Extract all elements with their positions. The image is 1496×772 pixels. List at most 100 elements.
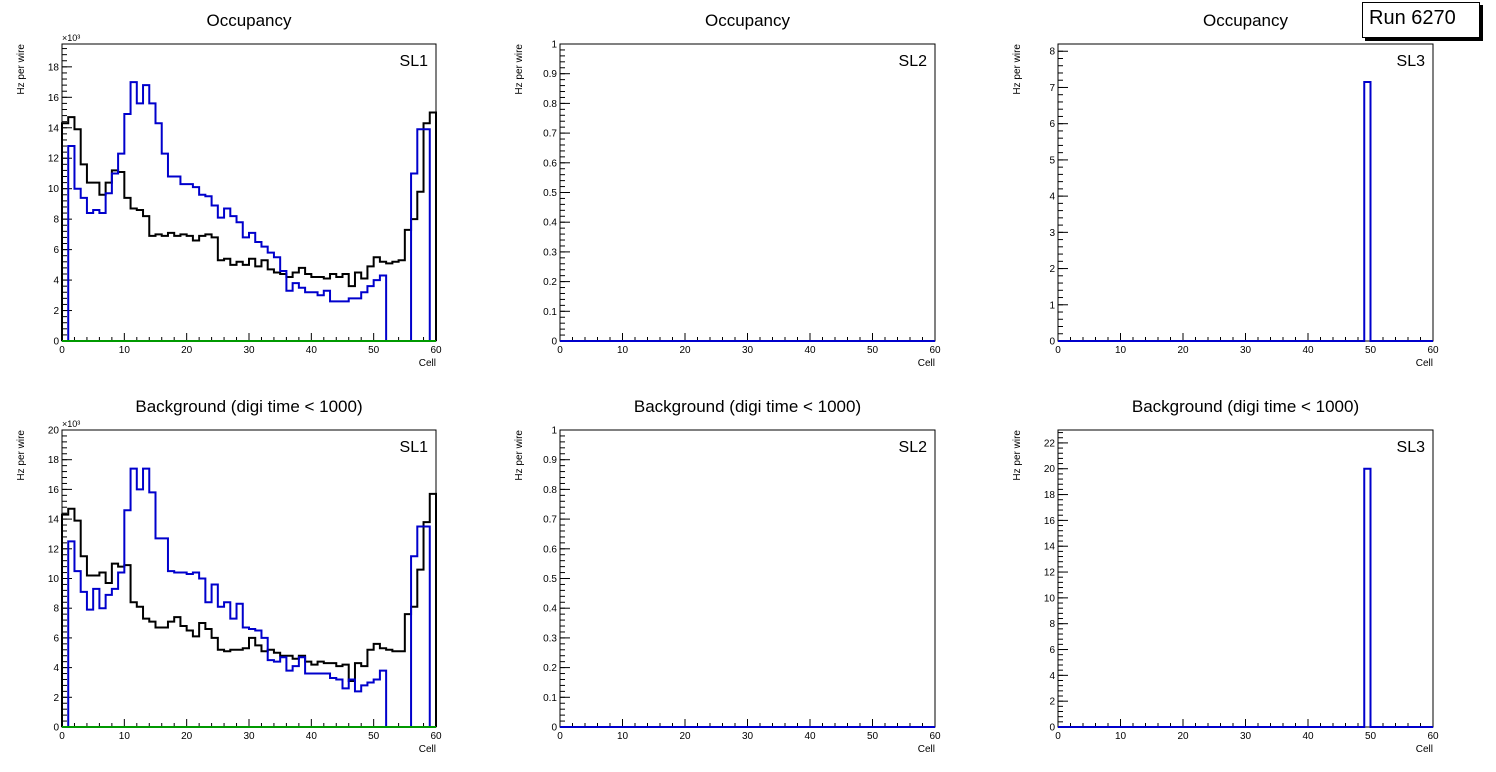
- plot-panel-6: Background (digi time < 1000) SL3 Hz per w…: [1012, 397, 1439, 755]
- y-tick-label: 6: [53, 245, 59, 256]
- y-axis-label: Hz per wire: [1012, 430, 1023, 481]
- y-tick-label: 0.8: [543, 485, 557, 496]
- x-tick-label: 60: [430, 345, 442, 356]
- y-tick-label: 0.1: [543, 693, 557, 704]
- y-tick-label: 0.9: [543, 455, 557, 466]
- x-tick-label: 40: [804, 731, 816, 742]
- y-tick-label: 0: [551, 723, 557, 734]
- x-tick-label: 50: [1365, 345, 1377, 356]
- y-tick-label: 0: [1049, 723, 1055, 734]
- plot-title: Background (digi time < 1000): [135, 397, 362, 416]
- x-tick-label: 10: [119, 731, 131, 742]
- x-tick-label: 50: [867, 731, 879, 742]
- y-axis-exponent: ×10³: [62, 419, 80, 429]
- y-tick-label: 8: [1049, 619, 1055, 630]
- y-tick-label: 14: [1044, 542, 1056, 553]
- x-tick-label: 40: [804, 345, 816, 356]
- y-tick-label: 5: [1049, 155, 1055, 166]
- histogram-series-blue: [1058, 467, 1433, 728]
- x-tick-label: 50: [867, 345, 879, 356]
- x-tick-label: 20: [181, 345, 193, 356]
- y-axis-exponent: ×10³: [62, 33, 80, 43]
- y-tick-label: 6: [53, 633, 59, 644]
- x-tick-label: 50: [368, 345, 380, 356]
- y-tick-label: 18: [48, 62, 60, 73]
- histogram-series-black: [61, 111, 437, 341]
- superlayer-label: SL1: [400, 53, 429, 70]
- y-tick-label: 0.1: [543, 307, 557, 318]
- x-tick-label: 20: [181, 731, 193, 742]
- x-tick-label: 60: [1427, 731, 1439, 742]
- y-tick-label: 10: [48, 184, 60, 195]
- x-tick-label: 10: [617, 345, 629, 356]
- y-tick-label: 0.2: [543, 663, 557, 674]
- y-tick-label: 0.3: [543, 633, 557, 644]
- run-label-box: Run 6270: [1362, 2, 1480, 38]
- histogram-series-blue: [62, 81, 436, 342]
- superlayer-label: SL1: [400, 439, 429, 456]
- y-axis-label: Hz per wire: [1012, 44, 1023, 95]
- superlayer-label: SL2: [899, 439, 928, 456]
- y-tick-label: 12: [48, 154, 60, 165]
- y-tick-label: 18: [1044, 490, 1056, 501]
- x-tick-label: 0: [1055, 731, 1061, 742]
- plot-frame: [1057, 43, 1434, 342]
- x-tick-label: 20: [679, 345, 691, 356]
- y-tick-label: 4: [1049, 671, 1055, 682]
- y-tick-label: 0: [53, 337, 59, 348]
- y-tick-label: 0.8: [543, 99, 557, 110]
- plot-panel-4: Background (digi time < 1000) SL1 Hz per w…: [16, 397, 442, 755]
- y-axis-label: Hz per wire: [16, 44, 27, 95]
- y-tick-label: 16: [1044, 516, 1056, 527]
- y-tick-label: 6: [1049, 119, 1055, 130]
- x-tick-label: 20: [679, 731, 691, 742]
- y-tick-label: 0: [53, 723, 59, 734]
- y-tick-label: 1: [551, 426, 557, 437]
- x-tick-label: 50: [368, 731, 380, 742]
- x-tick-label: 10: [1115, 731, 1127, 742]
- plot-frame: [61, 43, 437, 342]
- plot-frame: [1057, 429, 1434, 728]
- run-label: Run 6270: [1369, 7, 1456, 29]
- plot-frame: [559, 43, 936, 342]
- y-tick-label: 0.4: [543, 218, 557, 229]
- x-axis-label: Cell: [419, 358, 436, 369]
- x-tick-label: 0: [1055, 345, 1061, 356]
- y-tick-label: 4: [53, 663, 59, 674]
- y-tick-label: 7: [1049, 83, 1055, 94]
- y-tick-label: 2: [1049, 697, 1055, 708]
- y-tick-label: 8: [53, 215, 59, 226]
- y-tick-label: 2: [1049, 264, 1055, 275]
- y-tick-label: 20: [48, 426, 60, 437]
- x-tick-label: 60: [929, 731, 941, 742]
- x-axis-label: Cell: [1416, 358, 1433, 369]
- y-tick-label: 10: [1044, 593, 1056, 604]
- y-tick-label: 3: [1049, 228, 1055, 239]
- y-tick-label: 14: [48, 515, 60, 526]
- x-tick-label: 60: [1427, 345, 1439, 356]
- x-tick-label: 10: [1115, 345, 1127, 356]
- plot-title: Occupancy: [1203, 11, 1289, 30]
- x-tick-label: 50: [1365, 731, 1377, 742]
- x-tick-label: 0: [557, 731, 563, 742]
- superlayer-label: SL3: [1397, 439, 1426, 456]
- y-tick-label: 0.3: [543, 247, 557, 258]
- y-tick-label: 12: [48, 544, 60, 555]
- histogram-series-blue: [62, 467, 436, 728]
- plot-frame: [559, 429, 936, 728]
- x-tick-label: 0: [59, 345, 65, 356]
- y-tick-label: 1: [1049, 300, 1055, 311]
- x-axis-label: Cell: [918, 358, 935, 369]
- x-tick-label: 20: [1177, 345, 1189, 356]
- y-tick-label: 0.5: [543, 574, 557, 585]
- y-tick-label: 8: [53, 604, 59, 615]
- x-tick-label: 40: [306, 345, 318, 356]
- y-tick-label: 0.4: [543, 604, 557, 615]
- plot-title: Background (digi time < 1000): [1132, 397, 1359, 416]
- x-tick-label: 30: [742, 345, 754, 356]
- x-axis-label: Cell: [918, 744, 935, 755]
